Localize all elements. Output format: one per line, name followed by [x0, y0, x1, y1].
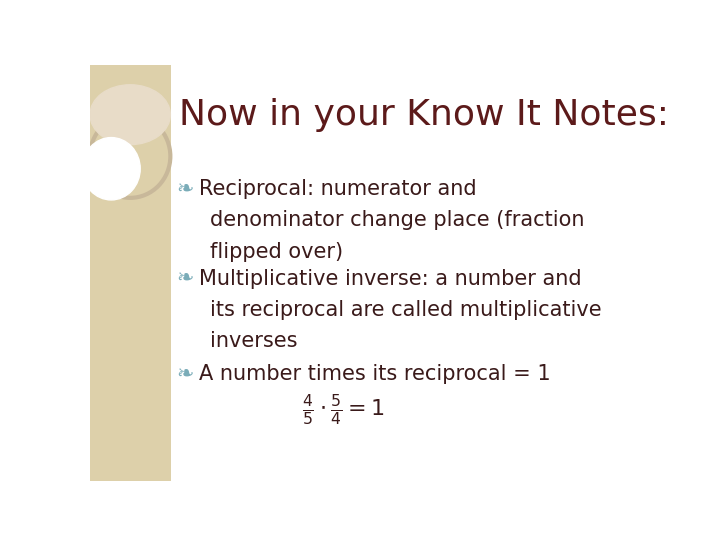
Text: inverses: inverses — [210, 331, 297, 351]
Text: Reciprocal: numerator and: Reciprocal: numerator and — [199, 179, 477, 199]
Text: A number times its reciprocal = 1: A number times its reciprocal = 1 — [199, 364, 550, 384]
Text: ❧: ❧ — [176, 268, 194, 288]
Text: its reciprocal are called multiplicative: its reciprocal are called multiplicative — [210, 300, 602, 320]
Circle shape — [90, 85, 171, 145]
Text: flipped over): flipped over) — [210, 241, 343, 261]
Text: ❧: ❧ — [176, 364, 194, 384]
Text: $\frac{4}{5} \cdot \frac{5}{4} = 1$: $\frac{4}{5} \cdot \frac{5}{4} = 1$ — [302, 392, 384, 427]
Text: Now in your Know It Notes:: Now in your Know It Notes: — [179, 98, 670, 132]
Ellipse shape — [82, 138, 140, 200]
Bar — [90, 65, 171, 481]
Text: Multiplicative inverse: a number and: Multiplicative inverse: a number and — [199, 268, 582, 288]
Text: ❧: ❧ — [176, 179, 194, 199]
Text: denominator change place (fraction: denominator change place (fraction — [210, 210, 585, 231]
